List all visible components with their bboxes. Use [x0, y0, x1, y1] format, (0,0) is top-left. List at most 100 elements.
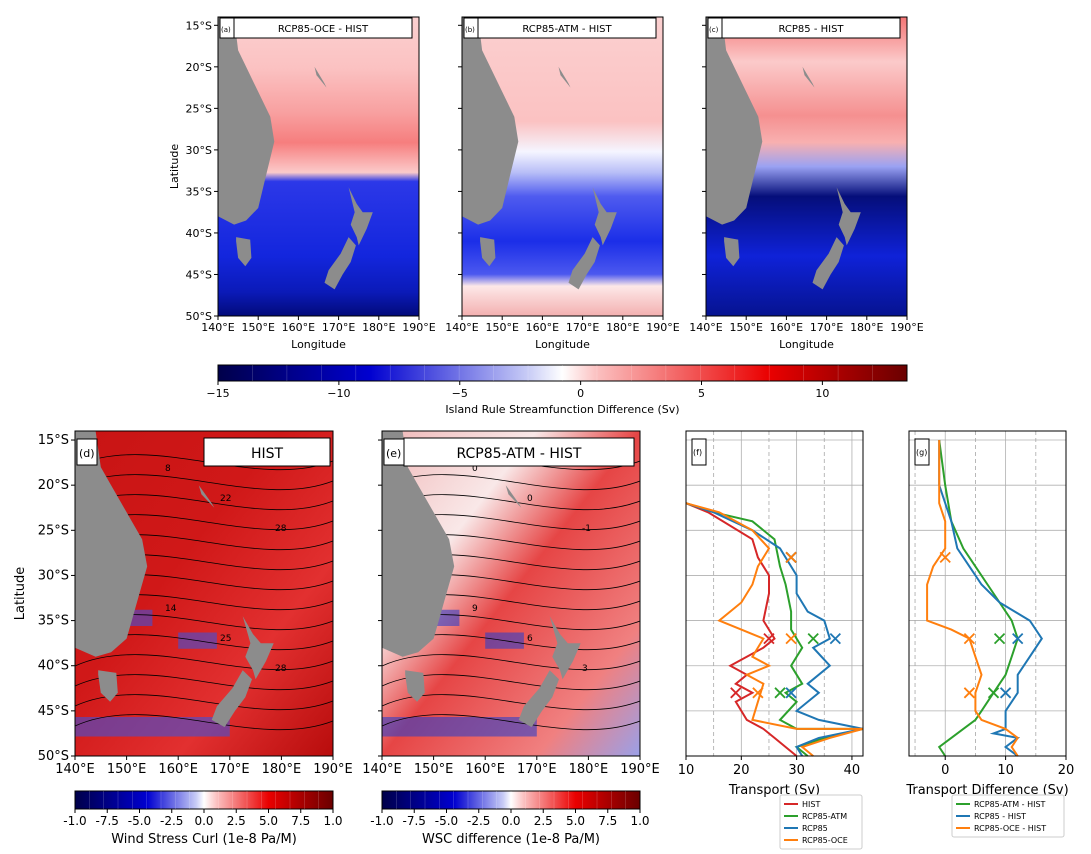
- new-caledonia: [314, 66, 327, 88]
- australia-landmass: [706, 17, 763, 225]
- axes-frame: [381, 430, 641, 757]
- tasmania-landmass: [724, 237, 740, 267]
- lat-tick-label: 35°S: [186, 185, 212, 198]
- colorbar-tick-label: 2.5: [534, 814, 553, 828]
- colorbar-tick-label: −5: [452, 387, 468, 400]
- contour-line: [381, 714, 641, 731]
- lon-tick-label: 180°E: [569, 762, 609, 777]
- x-tick-label: 10: [678, 763, 695, 778]
- legend-label: RCP85-ATM - HIST: [974, 800, 1046, 809]
- x-marker-hist: [730, 687, 742, 699]
- colorbar-tick-label: 10: [815, 387, 829, 400]
- transport-chart-1: 10 20 30 40 Transport (Sv) (f) HIST RCP85-ATM RC…: [678, 430, 864, 850]
- lon-tick-label: 180°E: [606, 321, 639, 334]
- colorbar-tick-label: -1.0: [370, 814, 393, 828]
- x-marker-oce: [963, 633, 976, 645]
- contour-line: [74, 654, 334, 671]
- x-tick-label: 40: [844, 763, 861, 778]
- tasmania-landmass: [405, 670, 425, 702]
- x-marker-rcp85: [829, 633, 841, 645]
- legend-box: [779, 794, 863, 850]
- lon-tick-label: 190°E: [890, 321, 923, 334]
- australia-landmass: [382, 431, 455, 657]
- nz-north-island: [592, 187, 617, 246]
- lon-tick-label: 140°E: [362, 762, 402, 777]
- colorbar-tick-label: 1.0: [323, 814, 342, 828]
- colorbar-tick-label: 7.5: [291, 814, 310, 828]
- lat-tick-label: 40°S: [186, 227, 212, 240]
- lon-tick-label: 190°E: [646, 321, 679, 334]
- panel-tag: (e): [386, 447, 401, 460]
- colorbar-tick-label: -5.0: [128, 814, 151, 828]
- panel-title: HIST: [251, 446, 284, 462]
- colorbar-tick-label: -7.5: [403, 814, 426, 828]
- nz-south-island: [211, 670, 252, 728]
- lon-tick-label: 150°E: [414, 762, 454, 777]
- panel-tag-box: [76, 438, 98, 466]
- contour-label: 14: [165, 604, 177, 614]
- lat-tick-label: 50°S: [186, 310, 212, 323]
- contour-label: 25: [220, 634, 231, 644]
- lon-tick-label: 150°E: [241, 321, 274, 334]
- contour-line: [74, 714, 334, 731]
- streamfunction-panel-2: 140°E 150°E 160°E 170°E 180°E 190°E (b) RCP85-A…: [445, 16, 680, 351]
- x-marker-oce: [939, 551, 951, 564]
- panel-tag-box: [914, 438, 930, 466]
- lon-tick-label: 140°E: [55, 762, 95, 777]
- lon-tick-label: 170°E: [322, 321, 355, 334]
- panel-title-box: [721, 17, 901, 39]
- colorbar-label: Island Rule Streamfunction Difference (S…: [445, 403, 679, 416]
- colorbar-tick-label: -2.5: [160, 814, 183, 828]
- lat-tick-label: 15°S: [38, 433, 69, 448]
- x-axis-label: Longitude: [535, 338, 590, 351]
- tasmania-landmass: [236, 237, 252, 267]
- legend-label: RCP85-ATM: [802, 812, 847, 821]
- panel-title-box: [477, 17, 657, 39]
- lon-tick-label: 160°E: [158, 762, 198, 777]
- x-marker-oce: [785, 633, 797, 645]
- axes-frame: [908, 430, 1067, 757]
- negative-curl-patch: [382, 717, 537, 737]
- x-axis-label: Longitude: [291, 338, 346, 351]
- nz-north-island: [549, 616, 581, 680]
- lon-tick-label: 180°E: [262, 762, 302, 777]
- colorbar-label: Wind Stress Curl (1e-8 Pa/M): [111, 832, 297, 847]
- legend-label: HIST: [802, 800, 820, 809]
- wind-stress-panel-2: 0 0 -1 9 6 3 140°E 150°E 160°E 170°E 180°E 190°E (e)…: [362, 430, 660, 847]
- panel-title: RCP85-ATM - HIST: [457, 446, 582, 462]
- contour-label: 9: [472, 604, 478, 614]
- lat-tick-label: 25°S: [38, 523, 69, 538]
- axes-frame: [685, 430, 864, 757]
- nz-south-island: [812, 237, 844, 290]
- x-marker-oce: [785, 551, 797, 564]
- x-marker-atm: [774, 687, 786, 699]
- lat-tick-label: 45°S: [186, 268, 212, 281]
- new-caledonia: [802, 66, 815, 88]
- colorbar-tick-label: 5: [698, 387, 705, 400]
- australia-landmass: [75, 431, 148, 657]
- axes-frame: [217, 16, 420, 317]
- legend-label: RCP85 - HIST: [974, 812, 1026, 821]
- tasmania-landmass: [98, 670, 118, 702]
- panel-tag: (b): [465, 26, 475, 34]
- series-line-rcp85: [938, 440, 1044, 757]
- lat-tick-label: 30°S: [38, 568, 69, 583]
- panel-title-box: [203, 437, 331, 467]
- lat-tick-label: 40°S: [38, 659, 69, 674]
- contour-label: 0: [527, 494, 533, 504]
- streamfunction-colorbar: [217, 364, 908, 382]
- streamfunction-panel-3: 140°E 150°E 160°E 170°E 180°E 190°E (c) RCP85 -…: [689, 16, 924, 351]
- lon-tick-label: 190°E: [620, 762, 660, 777]
- colorbar-tick-label: -5.0: [435, 814, 458, 828]
- lon-tick-label: 170°E: [810, 321, 843, 334]
- x-axis-label: Longitude: [779, 338, 834, 351]
- new-caledonia: [505, 485, 522, 508]
- contour-label: 0: [472, 464, 478, 474]
- colorbar-tick-label: 0.0: [194, 814, 213, 828]
- x-axis-label: Transport (Sv): [728, 783, 820, 798]
- nz-north-island: [242, 616, 274, 680]
- lat-tick-label: 35°S: [38, 614, 69, 629]
- lat-tick-label: 30°S: [186, 144, 212, 157]
- legend-label: RCP85-OCE: [802, 836, 848, 845]
